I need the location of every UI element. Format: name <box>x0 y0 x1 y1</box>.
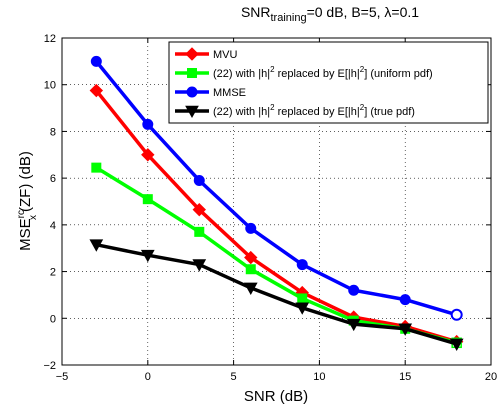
legend-label: (22) with |h|2 replaced by E[|h|2] (unif… <box>213 65 433 80</box>
y-tick-label: 12 <box>44 33 56 45</box>
data-point <box>348 284 360 296</box>
series-4 <box>89 239 464 352</box>
legend-label: MVU <box>213 49 238 61</box>
data-point <box>142 194 153 205</box>
data-point <box>90 55 102 67</box>
data-point <box>399 294 411 306</box>
y-tick-label: 0 <box>50 313 56 325</box>
data-point <box>89 83 104 98</box>
data-point <box>89 239 104 252</box>
data-point <box>192 202 206 217</box>
x-tick-label: 15 <box>399 371 411 383</box>
x-tick-label: 0 <box>145 371 151 383</box>
legend-box <box>168 41 489 124</box>
data-point <box>450 308 463 321</box>
legend-marker <box>185 47 199 61</box>
x-tick-label: 20 <box>485 371 497 383</box>
legend-entry-1: MVU <box>175 47 238 61</box>
y-tick-label: 10 <box>44 80 56 92</box>
data-point <box>140 249 155 263</box>
series-3 <box>90 55 463 321</box>
y-tick-label: 2 <box>50 267 56 279</box>
data-point <box>243 282 258 295</box>
x-axis-title: SNR (dB) <box>244 388 308 405</box>
chart-title: SNRtraining=0 dB, B=5, λ=0.1 <box>241 4 419 24</box>
y-title-superscript: rc <box>16 210 27 218</box>
legend-label: MMSE <box>213 87 246 99</box>
legend-entry-2: (22) with |h|2 replaced by E[|h|2] (unif… <box>175 65 433 80</box>
plot-frame <box>61 37 492 366</box>
x-tick-label: 5 <box>231 371 237 383</box>
legend: MVU (22) with |h|2 replaced by E[|h|2] (u… <box>168 41 489 124</box>
title-rest: =0 dB, B=5, λ=0.1 <box>307 4 420 20</box>
axis-ticks: −5 0 5 10 15 20 −2 0 2 4 6 8 10 12 <box>43 33 497 383</box>
y-tick-label: 8 <box>50 126 56 138</box>
data-point <box>449 338 464 352</box>
series-line <box>94 60 458 317</box>
data-point <box>141 148 155 162</box>
y-title-main: MSE <box>17 218 34 251</box>
data-point <box>346 318 361 332</box>
legend-marker <box>185 105 199 119</box>
data-point <box>142 118 154 130</box>
y-title-subscript: x <box>28 215 39 220</box>
data-point <box>296 259 308 271</box>
data-point <box>192 259 207 272</box>
legend-marker <box>187 68 197 78</box>
y-axis-title: MSErcx (ZF) (dB) <box>16 151 39 251</box>
series-line <box>95 242 458 346</box>
data-point <box>245 264 256 275</box>
data-point <box>295 302 310 315</box>
data-point <box>297 293 308 304</box>
y-title-rest: (ZF) (dB) <box>17 151 34 212</box>
x-tick-label: 10 <box>313 371 325 383</box>
y-tick-label: 6 <box>50 173 56 185</box>
title-main: SNR <box>241 4 271 20</box>
x-tick-label: −5 <box>56 371 69 383</box>
data-point <box>193 174 205 186</box>
y-tick-label: −2 <box>43 360 56 372</box>
legend-label: (22) with |h|2 replaced by E[|h|2] (true… <box>213 103 415 118</box>
grid-lines <box>62 38 491 365</box>
series-line <box>94 89 458 344</box>
data-point <box>91 162 102 173</box>
y-tick-label: 4 <box>50 220 56 232</box>
title-subscript: training <box>271 12 307 24</box>
legend-entry-3: MMSE <box>175 86 246 99</box>
data-point <box>245 222 257 234</box>
data-point <box>244 250 258 265</box>
data-point <box>194 226 205 237</box>
series-layer <box>89 55 464 352</box>
legend-marker <box>186 86 198 98</box>
legend-entry-4: (22) with |h|2 replaced by E[|h|2] (true… <box>175 103 415 119</box>
data-point <box>398 323 413 336</box>
